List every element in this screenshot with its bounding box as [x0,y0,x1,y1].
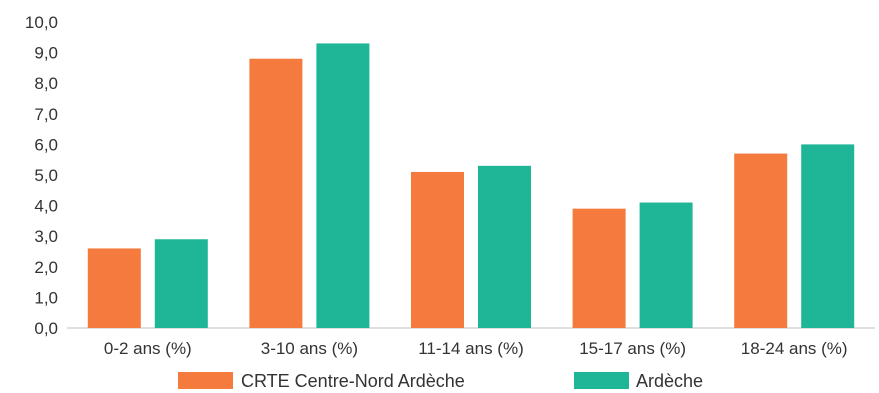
y-tick-label: 2,0 [34,258,58,277]
legend-swatch-crte [178,372,233,389]
y-axis: 0,0 1,0 2,0 3,0 4,0 5,0 6,0 7,0 8,0 9,0 10,0 [25,13,58,338]
y-tick-label: 9,0 [34,44,58,63]
y-tick-label: 1,0 [34,288,58,307]
bar-ardeche-3 [639,202,693,328]
legend: CRTE Centre-Nord Ardèche Ardèche [178,371,703,391]
legend-label-crte: CRTE Centre-Nord Ardèche [241,371,465,391]
bar-ardeche-2 [478,165,531,328]
x-tick-label: 11-14 ans (%) [418,339,524,358]
x-tick-label: 3-10 ans (%) [261,339,358,358]
bar-ardeche-1 [316,43,370,329]
x-axis: 0-2 ans (%) 3-10 ans (%) 11-14 ans (%) 15-1… [104,339,848,358]
bar-crte-4 [734,153,788,328]
y-tick-label: 3,0 [34,227,58,246]
x-tick-label: 18-24 ans (%) [741,339,848,358]
x-tick-label: 15-17 ans (%) [579,339,686,358]
y-tick-label: 5,0 [34,166,58,185]
bar-crte-0 [87,248,141,328]
bar-crte-1 [249,58,303,328]
y-tick-label: 8,0 [34,74,58,93]
bars [87,43,855,329]
y-tick-label: 0,0 [34,319,58,338]
legend-label-ardeche: Ardèche [636,371,703,391]
y-tick-label: 6,0 [34,135,58,154]
x-tick-label: 0-2 ans (%) [104,339,192,358]
bar-crte-3 [572,208,626,328]
bar-ardeche-0 [154,239,208,328]
y-tick-label: 10,0 [25,13,58,32]
bar-ardeche-4 [801,144,855,328]
y-tick-label: 7,0 [34,105,58,124]
y-tick-label: 4,0 [34,197,58,216]
legend-swatch-ardeche [574,372,629,389]
bar-crte-2 [411,171,464,328]
